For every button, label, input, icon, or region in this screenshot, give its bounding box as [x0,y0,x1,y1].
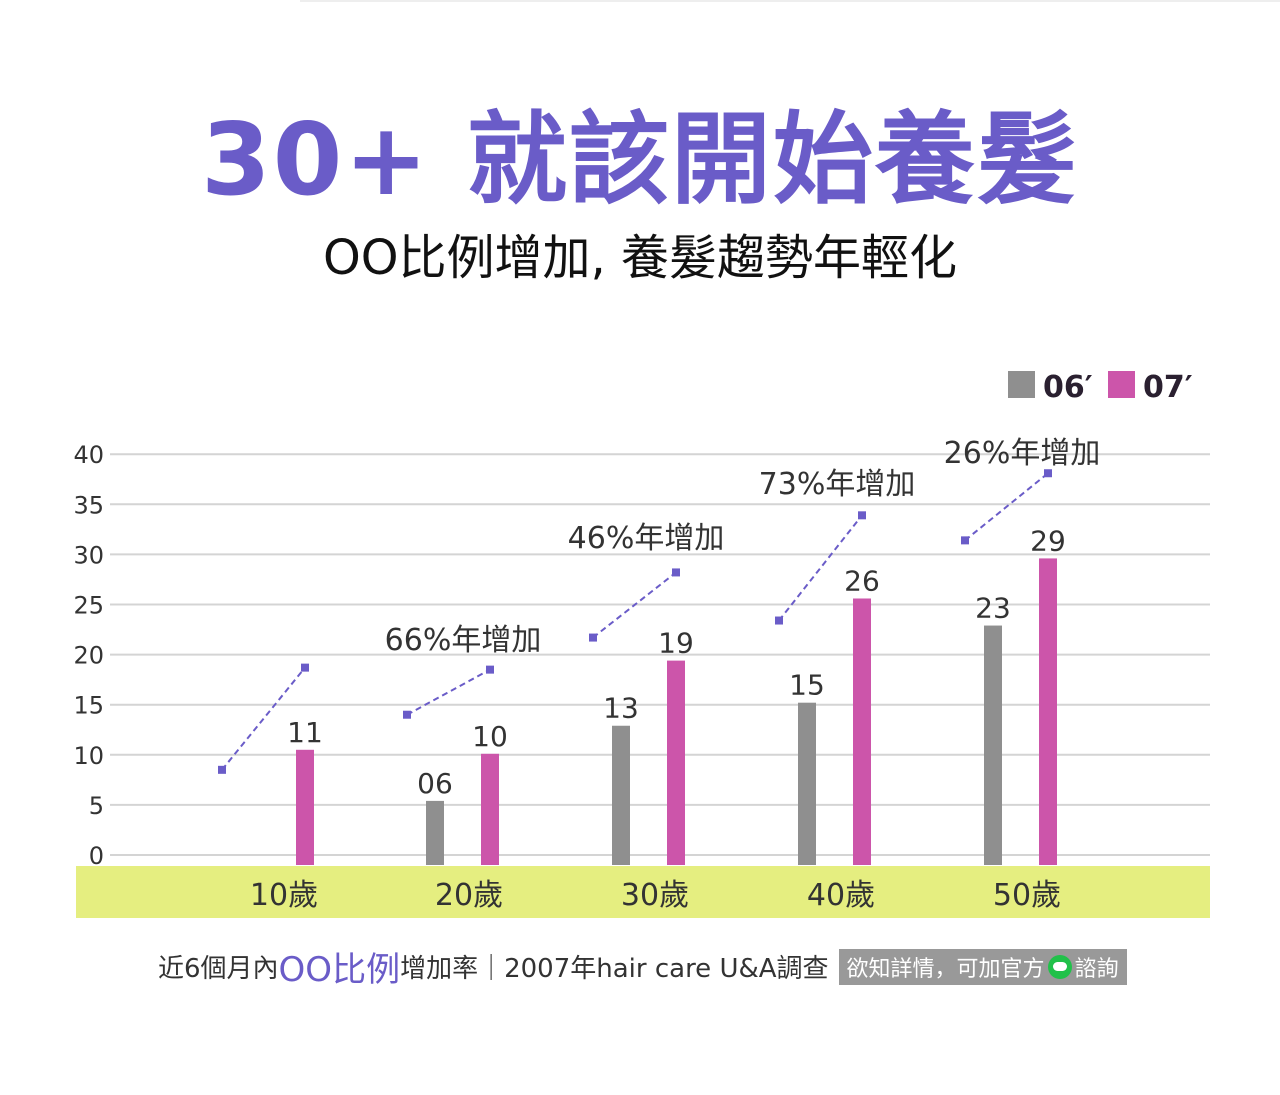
trend-marker [961,536,969,545]
bar-06 [612,725,630,865]
category-band [76,866,1210,918]
bar-07 [1039,558,1057,865]
data-label: 10 [472,720,508,753]
data-label: 15 [789,669,825,702]
trend-marker [218,765,226,774]
trend-marker [775,616,783,625]
trend-marker [1044,469,1052,478]
trend-marker [672,568,680,577]
data-label: 11 [287,716,323,749]
growth-annotation: 26%年增加 [944,436,1101,471]
x-tick-label: 30歲 [621,878,689,913]
bar-06 [798,702,816,865]
bar-07 [853,598,871,865]
footer-post: 增加率｜2007年hair care U&A調查 [400,954,829,984]
footer-pre: 近6個月內 [158,954,279,984]
page-title: 30+ 就該開始養髮 [201,101,1079,218]
growth-annotation: 66%年增加 [385,623,542,658]
divider [300,0,1280,2]
y-tick-label: 25 [73,592,104,620]
bar-06 [984,625,1002,865]
x-tick-label: 50歲 [993,878,1061,913]
trend-line [964,472,1049,542]
growth-annotation: 46%年增加 [568,521,725,556]
trend-line [778,514,863,622]
cta-pre: 欲知詳情，可加官方 [846,956,1045,982]
trend-marker [486,665,494,674]
trend-line [592,571,677,639]
bar-06 [426,800,444,865]
y-tick-label: 30 [73,541,104,569]
growth-annotation: 73%年增加 [759,467,916,502]
data-label: 06 [417,767,453,800]
trend-line [406,668,491,716]
trend-line [221,666,306,771]
trend-marker [589,633,597,642]
footer-highlight: OO比例 [278,950,401,990]
trend-marker [403,710,411,719]
line-app-icon [1047,954,1072,979]
contact-button[interactable]: 欲知詳情，可加官方 諮詢 [838,948,1127,985]
x-tick-label: 20歲 [435,878,503,913]
y-tick-label: 40 [73,441,104,469]
legend-label: 07′ [1143,370,1193,405]
data-label: 19 [658,627,694,660]
data-label: 26 [844,564,880,597]
x-tick-label: 10歲 [250,878,318,913]
bar-07 [667,660,685,865]
legend-label: 06′ [1043,370,1093,405]
y-tick-label: 5 [89,792,104,820]
y-tick-label: 35 [73,491,104,519]
data-label: 29 [1030,524,1066,557]
x-tick-label: 40歲 [807,878,875,913]
cta-post: 諮詢 [1074,956,1119,982]
legend-swatch [1108,371,1135,398]
y-tick-label: 20 [73,642,104,670]
bar-07 [481,753,499,865]
trend-marker [301,663,309,672]
bar-07 [296,749,314,865]
page-subtitle: OO比例增加, 養髮趨勢年輕化 [322,230,958,286]
data-label: 23 [975,592,1011,625]
y-tick-label: 0 [89,842,104,870]
trend-marker [858,511,866,520]
footer-note: 近6個月內 OO比例 增加率｜2007年hair care U&A調查 欲知詳情… [158,942,1127,991]
data-label: 13 [603,692,639,725]
y-tick-label: 15 [73,692,104,720]
y-tick-label: 10 [73,742,104,770]
legend-swatch [1008,371,1035,398]
